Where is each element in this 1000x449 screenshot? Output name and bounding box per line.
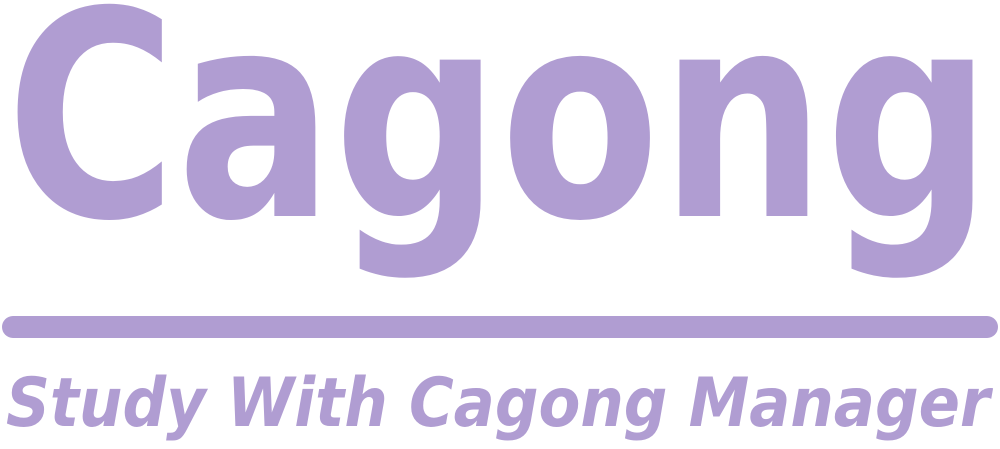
logo-tagline: Study With Cagong Manager — [6, 364, 994, 443]
logo-title: Cagong — [6, 0, 992, 284]
divider-bar — [2, 316, 998, 338]
